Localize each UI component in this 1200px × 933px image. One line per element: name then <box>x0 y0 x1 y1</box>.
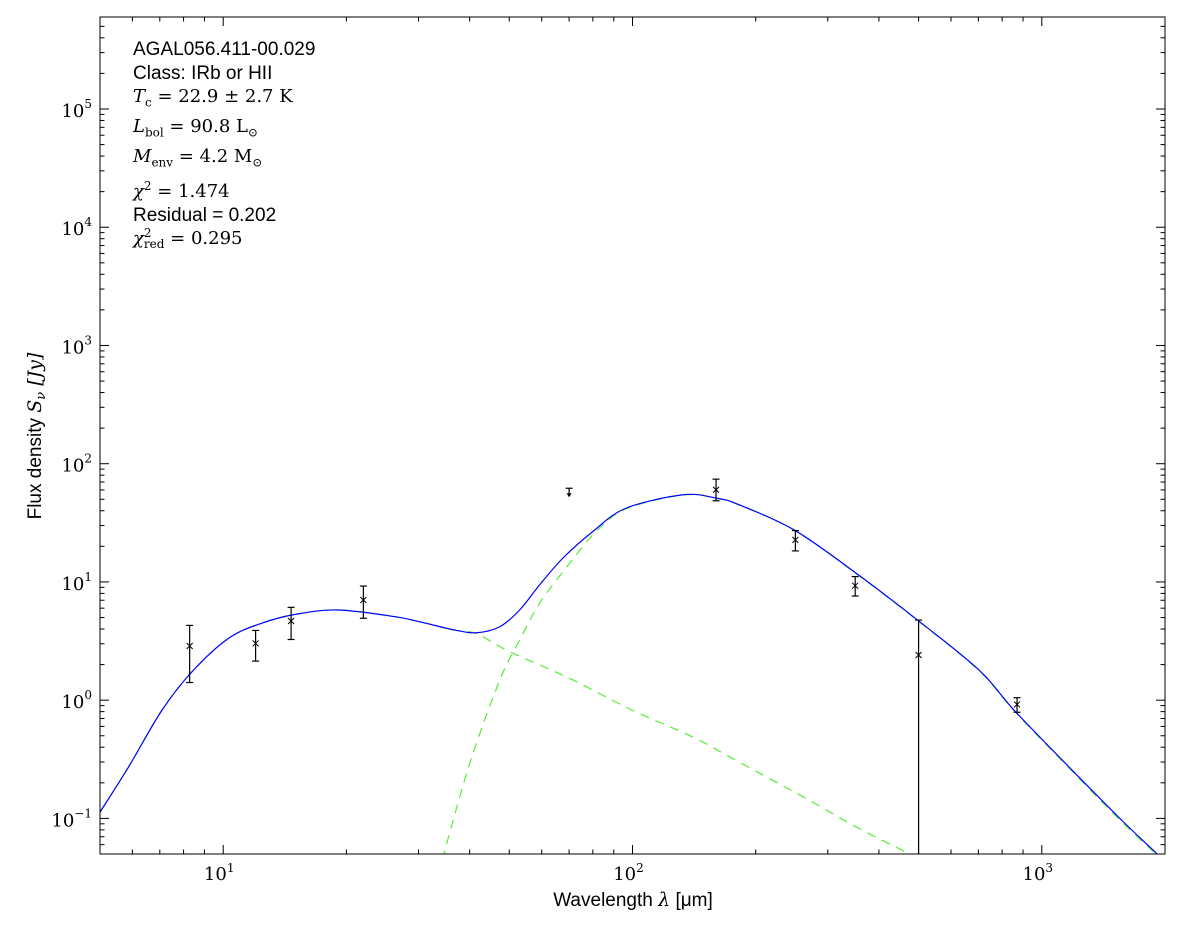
temperature: Tc = 22.9 ± 2.7 K <box>133 86 293 110</box>
data-point <box>851 575 859 597</box>
x-marker <box>360 596 367 604</box>
y-tick-label: 104 <box>61 215 92 240</box>
x-marker <box>792 536 799 544</box>
x-marker <box>712 486 720 494</box>
x-marker <box>287 617 295 625</box>
tick-exponent: 4 <box>84 215 92 229</box>
model-curves <box>100 493 1158 854</box>
tick-exponent: 3 <box>84 333 92 347</box>
tick-base: 10 <box>61 456 84 477</box>
measurements <box>186 478 1021 854</box>
luminosity: Lbol = 90.8 L⊙ <box>133 116 259 140</box>
data-point <box>712 478 720 502</box>
data-point <box>915 619 923 854</box>
x-marker <box>186 642 194 650</box>
data-point <box>1013 697 1021 713</box>
chi-squared: χ2 = 1.474 <box>133 179 230 203</box>
x-marker <box>1013 701 1021 708</box>
tick-base: 10 <box>61 692 84 713</box>
data-point <box>287 606 295 641</box>
x-marker <box>851 582 859 590</box>
tick-base: 10 <box>61 337 84 358</box>
total-model-curve <box>100 493 1158 854</box>
tick-base: 10 <box>61 219 84 240</box>
data-point <box>186 624 194 684</box>
x-tick-label: 102 <box>613 861 644 885</box>
y-tick-label: 101 <box>61 570 92 595</box>
y-tick-label: 100 <box>61 688 92 713</box>
component-curve <box>100 609 911 854</box>
source-class: Class: IRb or HII <box>133 62 273 84</box>
arrow-down-icon <box>566 493 572 498</box>
tick-exponent: 2 <box>636 861 644 875</box>
x-tick-label: 103 <box>1023 861 1054 885</box>
upper-limit <box>565 487 573 498</box>
envelope-mass: Menv = 4.2 M⊙ <box>133 146 263 170</box>
y-tick-label: 103 <box>61 333 92 358</box>
tick-base: 10 <box>61 574 84 595</box>
tick-exponent: −1 <box>74 806 92 820</box>
x-marker <box>252 640 259 647</box>
y-tick-label: 10−1 <box>51 806 92 831</box>
tick-base: 10 <box>204 864 227 885</box>
x-tick-label: 101 <box>204 861 235 885</box>
tick-exponent: 3 <box>1045 861 1053 875</box>
x-axis-label: Wavelength λ [μm] <box>553 889 713 911</box>
tick-exponent: 0 <box>84 688 92 702</box>
tick-base: 10 <box>1023 864 1046 885</box>
fit-annotations: AGAL056.411-00.029 Class: IRb or HII Tc … <box>133 38 315 251</box>
x-marker <box>915 651 922 659</box>
component-curve <box>443 493 1157 854</box>
y-tick-label: 102 <box>61 452 92 477</box>
reduced-chi-squared: χ 2 red = 0.295 <box>133 226 243 252</box>
y-tick-label: 105 <box>61 97 92 122</box>
data-point <box>791 529 799 552</box>
source-name: AGAL056.411-00.029 <box>133 39 316 60</box>
tick-exponent: 2 <box>84 452 92 466</box>
y-axis-label: Flux density Sν [Jy] <box>24 352 49 519</box>
tick-base: 10 <box>51 810 74 831</box>
residual: Residual = 0.202 <box>133 204 277 226</box>
tick-base: 10 <box>613 864 636 885</box>
tick-exponent: 1 <box>227 861 235 875</box>
data-point <box>252 629 260 662</box>
tick-exponent: 1 <box>84 570 92 584</box>
tick-exponent: 5 <box>84 97 92 111</box>
data-point <box>359 585 367 619</box>
tick-base: 10 <box>61 101 84 122</box>
